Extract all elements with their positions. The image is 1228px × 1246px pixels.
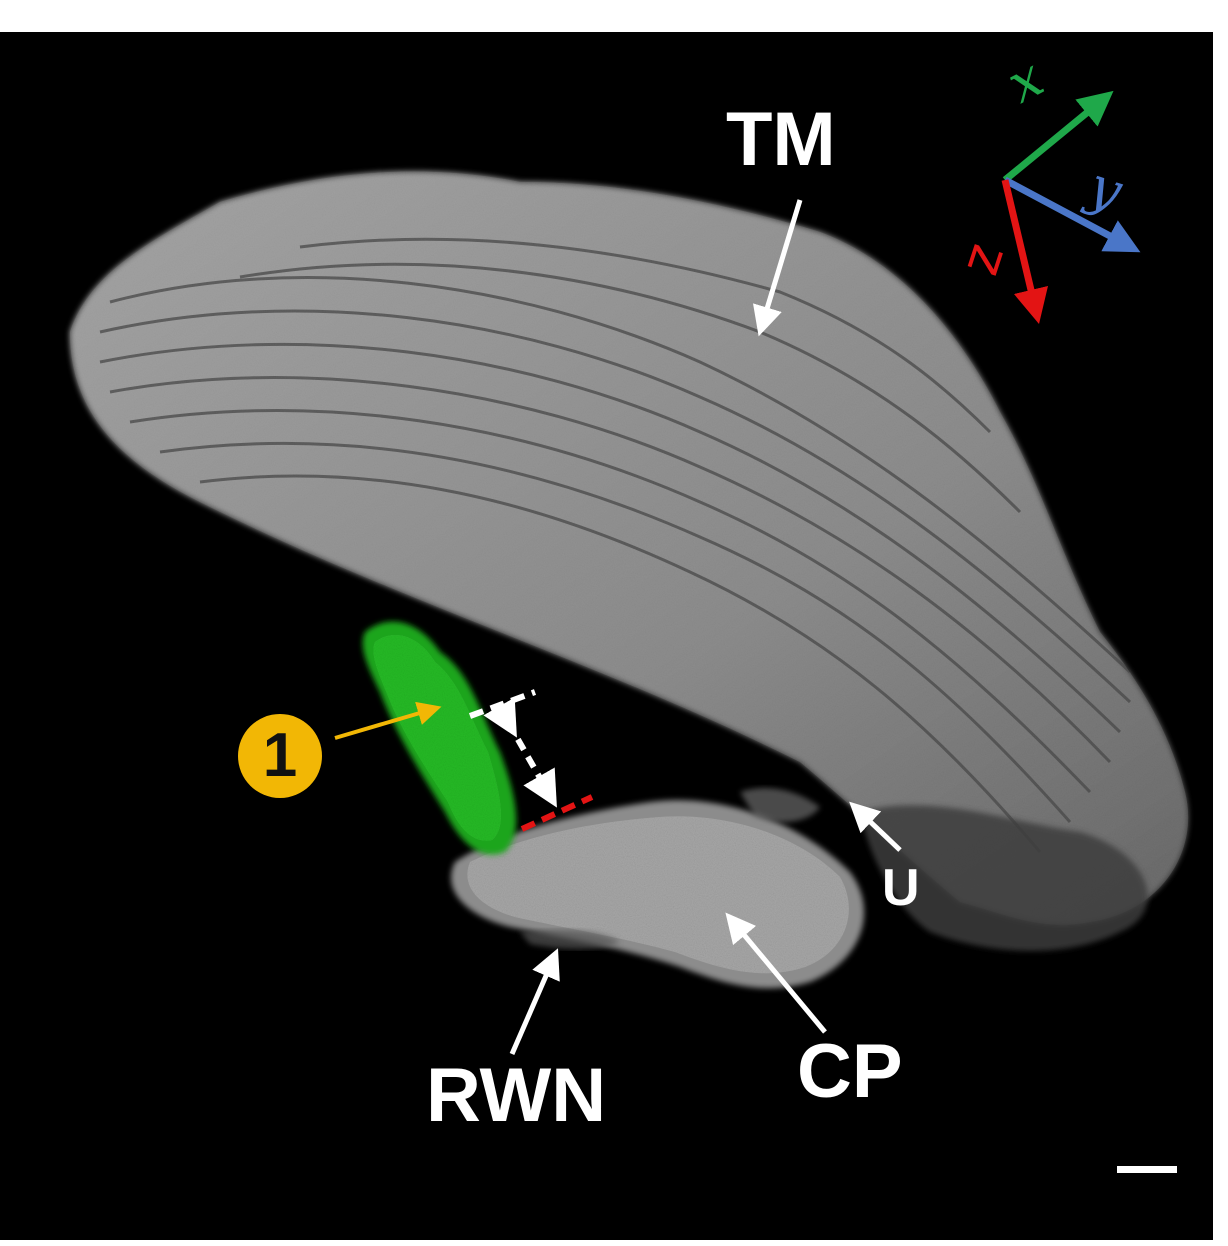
label-tm: TM: [726, 97, 836, 182]
label-u: U: [882, 859, 920, 917]
label-rwn: RWN: [426, 1053, 607, 1138]
rwn-arrow: [509, 948, 560, 1055]
u-arrow: [849, 801, 902, 852]
annotation-arrows: [334, 199, 902, 1055]
green-region: [362, 621, 517, 855]
tectorial-membrane: [70, 171, 1189, 951]
axis-z-arrow: [1001, 179, 1049, 325]
axis-y-arrow: [1003, 176, 1141, 253]
tm-arrow: [752, 199, 803, 337]
distance-indicator: [468, 689, 594, 832]
axis-x-arrow: [1002, 90, 1114, 183]
label-cp: CP: [797, 1029, 903, 1114]
figure-canvas: [70, 90, 1189, 1173]
scale-bar: [1117, 1166, 1177, 1173]
numbered-marker: 1: [238, 714, 322, 798]
cp-arrow: [725, 912, 827, 1034]
orientation-axes: [1001, 90, 1141, 325]
marker-arrow: [334, 701, 442, 740]
microscopy-figure: TM RWN CP U 1 x y z: [0, 32, 1213, 1240]
